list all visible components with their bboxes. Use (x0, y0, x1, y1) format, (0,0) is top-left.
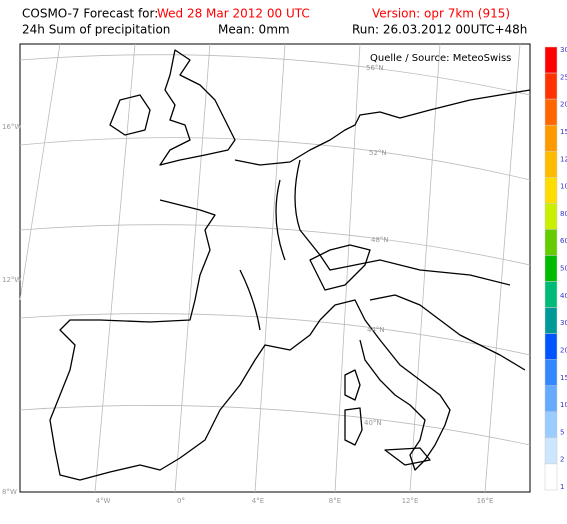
color-label: 300 (560, 46, 567, 54)
map: Quelle / Source: MeteoSwiss (19, 43, 531, 493)
color-swatch (544, 359, 558, 387)
color-label: 120 (560, 155, 567, 163)
color-label: 150 (560, 128, 567, 136)
forecast-label: COSMO-7 Forecast for: (22, 7, 158, 21)
color-label: 20 (560, 346, 567, 354)
lon-label: 12°E (402, 497, 419, 505)
graticule (19, 43, 531, 493)
lat-label: 52°N (369, 149, 387, 157)
run: Run: 26.03.2012 00UTC+48h (352, 23, 527, 37)
color-swatch (544, 411, 558, 439)
coastlines (49, 49, 531, 481)
lon-label: 12°W (2, 276, 21, 284)
lon-label: 4°E (252, 497, 264, 505)
color-label: 10 (560, 401, 567, 409)
color-swatch (544, 177, 558, 204)
color-label: 80 (560, 210, 567, 218)
lat-label: 48°N (371, 236, 389, 244)
color-swatch (544, 333, 558, 360)
lon-label: 0° (177, 497, 185, 505)
color-label: 15 (560, 374, 567, 382)
color-swatch (544, 463, 558, 491)
color-swatch (544, 437, 558, 465)
color-label: 2 (560, 456, 564, 464)
map-source: Quelle / Source: MeteoSwiss (370, 53, 511, 64)
color-swatch (544, 72, 558, 100)
lon-label: 4°W (96, 497, 111, 505)
mean: Mean: 0mm (218, 23, 290, 37)
color-swatch (544, 281, 558, 308)
lon-label: 16°W (2, 123, 21, 131)
color-label: 40 (560, 292, 567, 300)
color-swatch (544, 307, 558, 334)
color-label: 250 (560, 73, 567, 81)
version: Version: opr 7km (915) (372, 7, 510, 21)
color-label: 30 (560, 319, 567, 327)
lat-label: 40°N (364, 419, 382, 427)
color-swatch (544, 150, 558, 178)
color-label: 50 (560, 265, 567, 273)
color-swatch (544, 255, 558, 282)
color-label: 200 (560, 101, 567, 109)
product: 24h Sum of precipitation (22, 23, 170, 37)
color-label: 5 (560, 428, 564, 436)
color-swatch (544, 229, 558, 256)
color-label: 1 (560, 483, 564, 491)
color-swatch (544, 98, 558, 126)
map-frame (19, 43, 531, 493)
lon-label: 8°W (2, 488, 17, 496)
lat-label: 56°N (366, 64, 384, 72)
color-swatch (544, 124, 558, 152)
lon-label: 8°E (329, 497, 341, 505)
color-swatch (544, 203, 558, 230)
lon-label: 16°E (477, 497, 494, 505)
color-label: 60 (560, 237, 567, 245)
color-swatch (544, 385, 558, 413)
forecast-date: Wed 28 Mar 2012 00 UTC (157, 7, 310, 21)
lat-label: 44°N (367, 326, 385, 334)
color-label: 100 (560, 183, 567, 191)
colorbar: 300 250 200 150 120 100 80 60 50 40 30 20 15 10 5 2 1 (544, 46, 567, 491)
color-swatch (544, 46, 558, 74)
